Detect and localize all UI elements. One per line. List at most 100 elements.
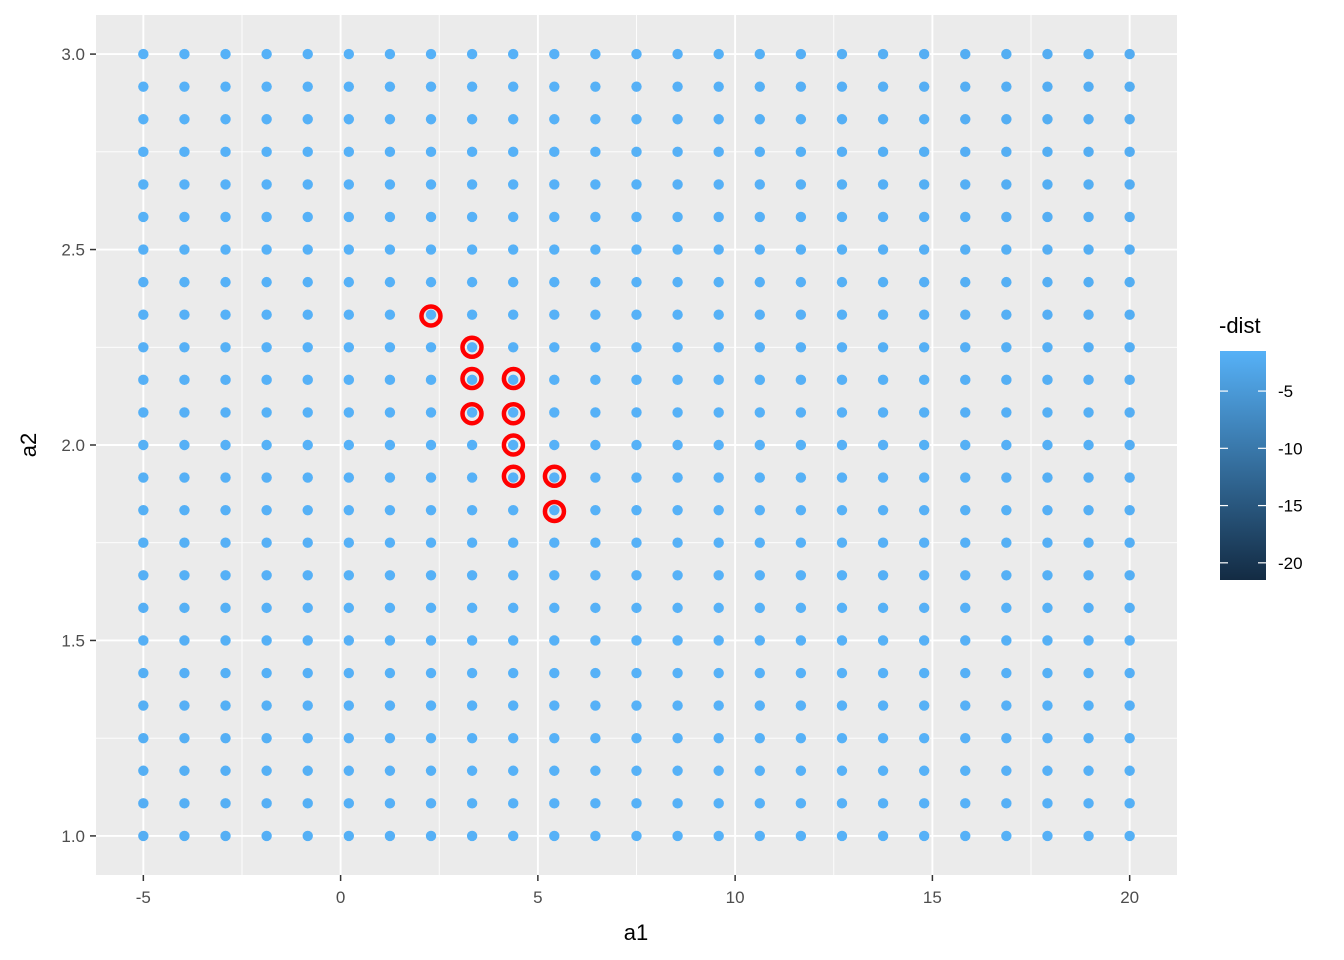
grid-point [384,114,396,125]
grid-point [590,537,601,548]
grid-point [384,374,396,386]
highlight-ring [501,401,526,426]
grid-point [261,537,272,548]
grid-point [549,798,560,809]
grid-point [261,765,272,776]
grid-point [220,667,231,679]
grid-point [179,48,190,60]
grid-point [631,244,642,255]
grid-point [795,342,807,353]
grid-point [795,667,807,679]
grid-point [549,504,560,516]
grid-point [877,48,889,60]
grid-point [425,244,437,255]
grid-point [302,48,313,60]
grid-point [179,472,190,483]
grid-point [1083,276,1094,288]
grid-point [713,342,724,353]
grid-point [1124,570,1135,581]
grid-point [631,830,642,842]
grid-point [179,504,190,516]
grid-point [425,309,437,320]
grid-point [672,439,683,451]
grid-point [549,342,560,353]
grid-point [179,179,190,190]
grid-point [918,48,930,60]
grid-point [220,700,231,711]
grid-point [1083,700,1094,711]
y-tick-label: 2.5 [61,241,85,260]
grid-point [1124,146,1135,158]
grid-point [384,537,396,548]
highlight-ring [542,499,567,524]
grid-point [960,48,971,60]
grid-point [508,179,519,190]
grid-point [343,276,355,288]
grid-point [590,602,601,614]
grid-point [466,179,478,190]
highlight-ring [460,366,484,391]
grid-point [384,48,396,60]
grid-point [795,635,807,646]
grid-point [425,342,437,353]
grid-point [1001,635,1012,646]
grid-point [343,309,355,320]
grid-point [508,472,519,483]
grid-point [631,146,642,158]
grid-point [138,635,149,646]
grid-point [549,374,560,386]
grid-point [754,472,765,483]
grid-point [261,407,272,418]
grid-point [1042,374,1053,386]
grid-point [1001,830,1012,842]
grid-point [343,472,355,483]
grid-point [179,537,190,548]
grid-point [795,830,807,842]
grid-point [1124,504,1135,516]
grid-point [508,48,519,60]
legend-title: -dist [1219,313,1261,338]
grid-point [302,472,313,483]
grid-point [302,602,313,614]
grid-point [590,798,601,809]
grid-point [179,374,190,386]
grid-point [1042,472,1053,483]
grid-point [960,602,971,614]
grid-point [1001,602,1012,614]
grid-point [179,81,190,92]
grid-point [508,504,519,516]
grid-point [425,667,437,679]
grid-point [343,146,355,158]
grid-point [343,211,355,223]
grid-point [1083,667,1094,679]
data-points [138,48,1135,842]
grid-point [1083,732,1094,744]
grid-point [836,635,848,646]
grid-point [1001,407,1012,418]
grid-point [508,114,519,125]
grid-point [877,732,889,744]
grid-point [836,602,848,614]
y-tick-label: 1.5 [61,631,85,650]
grid-point [261,472,272,483]
grid-point [795,439,807,451]
grid-point [713,244,724,255]
grid-point [1124,439,1135,451]
grid-point [631,309,642,320]
grid-point [508,732,519,744]
grid-point [508,602,519,614]
grid-point [754,48,765,60]
grid-point [960,179,971,190]
grid-point [590,667,601,679]
grid-point [713,146,724,158]
grid-point [261,179,272,190]
grid-point [261,114,272,125]
grid-point [1001,798,1012,809]
grid-point [384,732,396,744]
grid-point [220,635,231,646]
grid-point [713,276,724,288]
grid-point [549,48,560,60]
grid-point [138,732,149,744]
x-tick-label: -5 [136,888,151,907]
grid-point [795,309,807,320]
